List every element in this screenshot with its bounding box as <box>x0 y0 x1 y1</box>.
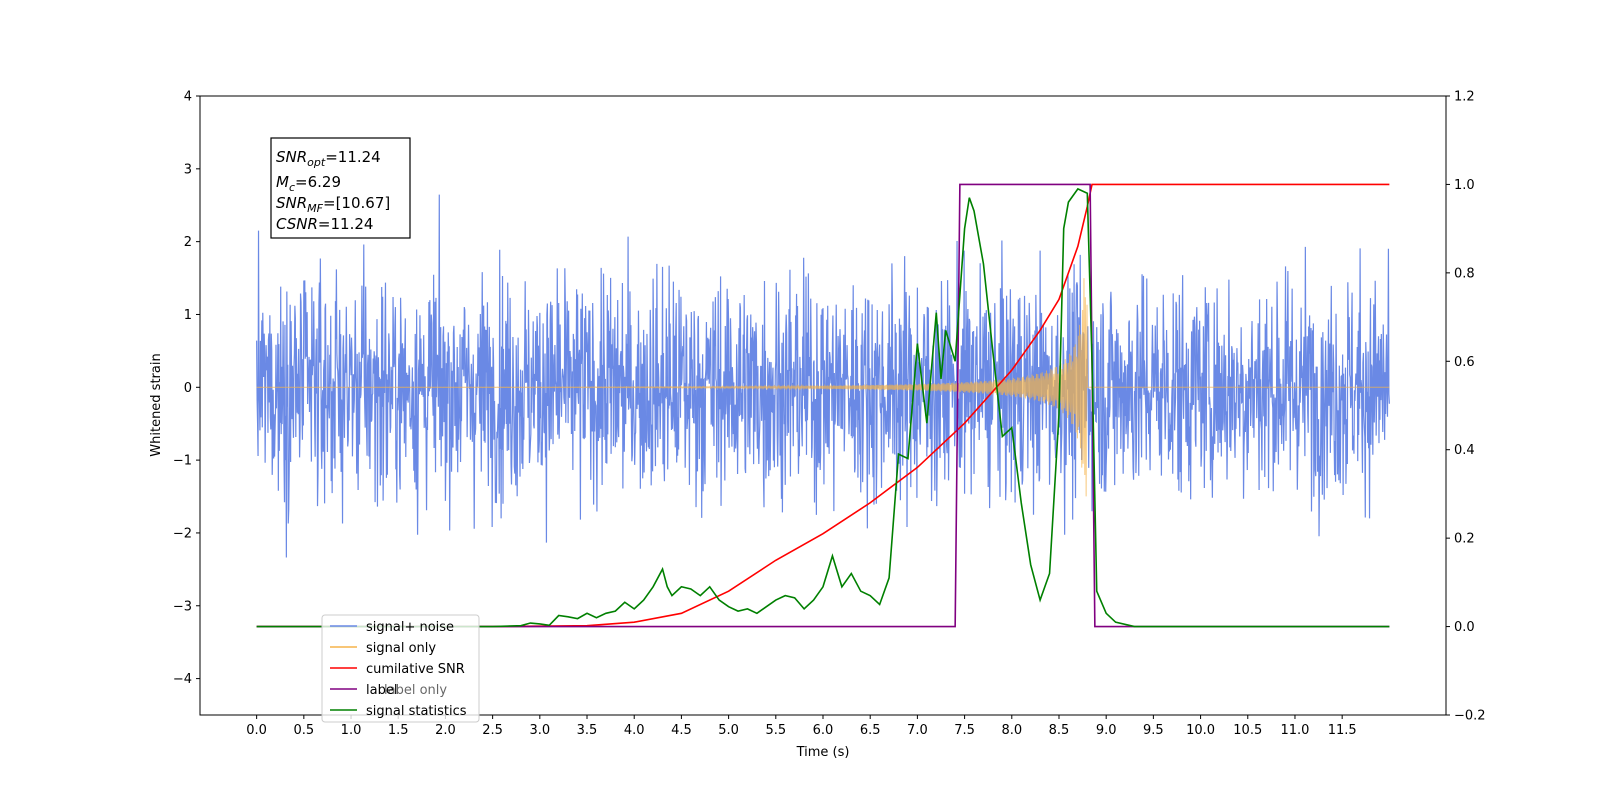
x-tick-label: 7.5 <box>954 723 975 738</box>
x-axis-label: Time (s) <box>796 745 850 760</box>
y-tick-label: −4 <box>173 672 192 687</box>
y-tick-label: −3 <box>173 599 192 614</box>
x-tick-label: 8.0 <box>1001 723 1022 738</box>
x-tick-label: 9.5 <box>1143 723 1164 738</box>
x-tick-label: 9.0 <box>1096 723 1117 738</box>
y-axis-label: Whitened strain <box>149 353 164 456</box>
y2-tick-label: 0.4 <box>1454 443 1475 458</box>
snr-opt-annotation: SNRopt=11.24 <box>276 148 381 169</box>
csnr-annotation: CSNR=11.24 <box>276 215 373 233</box>
y-tick-label: 0 <box>184 381 192 396</box>
y2-tick-label: 1.2 <box>1454 90 1475 105</box>
legend-item-signal-only: signal only <box>330 641 436 656</box>
y-tick-label: 4 <box>184 90 192 105</box>
x-tick-label: 10.5 <box>1233 723 1262 738</box>
svg-text:signal statistics: signal statistics <box>366 704 467 719</box>
signal-statistics-line <box>256 187 1390 628</box>
info-box: SNRopt=11.24 Mc=6.29 SNRMF=[10.67] CSNR=… <box>270 137 411 239</box>
mc-annotation: Mc=6.29 <box>276 173 341 194</box>
svg-text:cumilative SNR: cumilative SNR <box>366 662 465 677</box>
signal-only-line <box>256 278 1390 497</box>
x-tick-label: 0.5 <box>293 723 314 738</box>
x-tick-label: 1.0 <box>341 723 362 738</box>
info-box-frame <box>270 137 411 239</box>
y2-tick-label: −0.2 <box>1454 709 1486 724</box>
y-tick-label: −1 <box>173 454 192 469</box>
x-tick-label: 7.0 <box>907 723 928 738</box>
x-tick-label: 10.0 <box>1186 723 1215 738</box>
y-tick-label: −2 <box>173 526 192 541</box>
legend: signal+ noise signal only cumilative SNR… <box>321 614 480 723</box>
y-tick-label: 2 <box>184 235 192 250</box>
svg-text:signal only: signal only <box>366 641 436 656</box>
svg-text:signal+ noise: signal+ noise <box>366 620 454 635</box>
y2-tick-label: 1.0 <box>1454 178 1475 193</box>
x-tick-label: 11.5 <box>1328 723 1357 738</box>
x-axis: 0.0 0.5 1.0 1.5 2.0 2.5 3.0 3.5 4.0 4.5 5.0 5.5 6.0 6… <box>246 715 1357 738</box>
x-tick-label: 4.0 <box>624 723 645 738</box>
y2-tick-label: 0.0 <box>1454 620 1475 635</box>
y2-tick-label: 0.2 <box>1454 532 1475 547</box>
legend-item-cumulative-snr: cumilative SNR <box>330 662 465 677</box>
cumulative-snr-line <box>256 183 1390 628</box>
y-axis-right: 1.2 1.0 0.8 0.6 0.4 0.2 0.0 −0.2 <box>1446 90 1486 724</box>
y-axis-left: 4 3 2 1 0 −1 −2 −3 −4 <box>173 90 200 687</box>
legend-item-label-only: label only <box>384 683 447 698</box>
x-tick-label: 6.5 <box>860 723 881 738</box>
y2-tick-label: 0.6 <box>1454 355 1475 370</box>
legend-frame <box>321 614 480 723</box>
noise-series <box>256 194 1390 558</box>
signal-noise-line <box>256 194 1390 558</box>
x-tick-label: 0.0 <box>246 723 267 738</box>
svg-text:label: label <box>366 683 397 698</box>
legend-item-signal-statistics: signal statistics <box>330 704 467 719</box>
x-tick-label: 3.0 <box>529 723 550 738</box>
x-tick-label: 5.0 <box>718 723 739 738</box>
x-tick-label: 3.5 <box>577 723 598 738</box>
x-tick-label: 2.5 <box>482 723 503 738</box>
x-tick-label: 1.5 <box>388 723 409 738</box>
y2-tick-label: 0.8 <box>1454 266 1475 281</box>
x-tick-label: 8.5 <box>1049 723 1070 738</box>
x-tick-label: 2.0 <box>435 723 456 738</box>
y-tick-label: 1 <box>184 308 192 323</box>
x-tick-label: 5.5 <box>765 723 786 738</box>
x-tick-label: 6.0 <box>813 723 834 738</box>
legend-item-label: label label only <box>330 683 447 698</box>
x-tick-label: 11.0 <box>1280 723 1309 738</box>
y-tick-label: 3 <box>184 162 192 177</box>
legend-item-signal-noise: signal+ noise <box>330 620 454 635</box>
x-tick-label: 4.5 <box>671 723 692 738</box>
snr-mf-annotation: SNRMF=[10.67] <box>276 194 390 215</box>
